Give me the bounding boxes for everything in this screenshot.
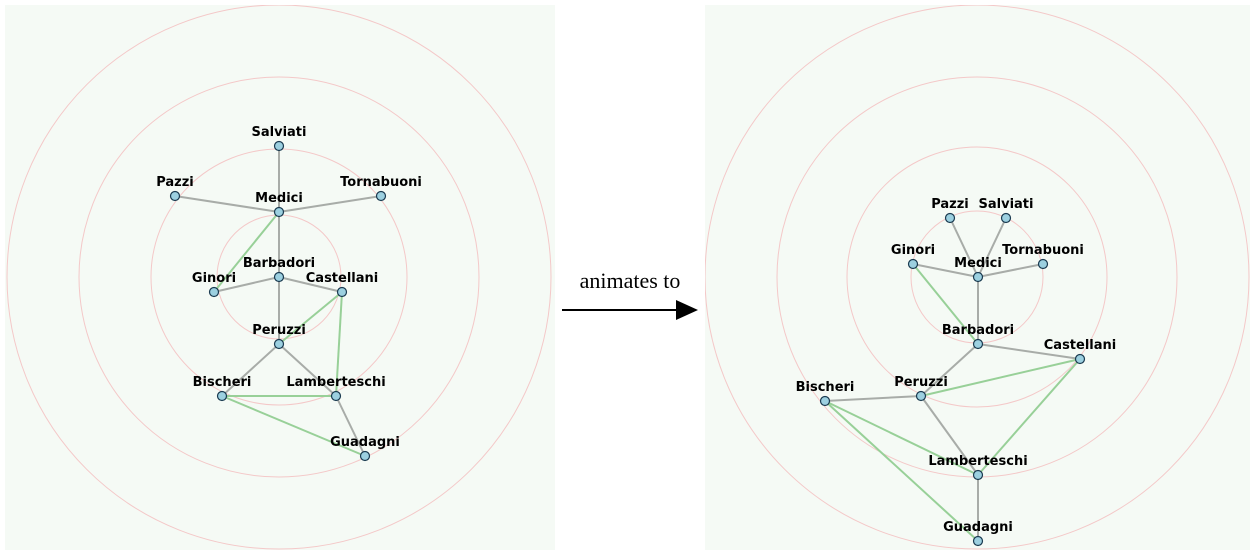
node — [972, 469, 984, 481]
node-label: Salviati — [252, 125, 307, 140]
node — [1037, 258, 1049, 270]
node — [330, 390, 342, 402]
node-label: Castellani — [1044, 338, 1116, 353]
edge — [213, 276, 280, 293]
edge — [912, 263, 979, 345]
edge — [824, 400, 979, 476]
edge — [824, 400, 979, 542]
node-label: Guadagni — [330, 435, 400, 450]
node-label: Tornabuoni — [340, 175, 422, 190]
node — [169, 190, 181, 202]
node — [273, 206, 285, 218]
node — [273, 271, 285, 283]
edge — [920, 395, 979, 476]
edge — [977, 343, 1081, 360]
node-label: Peruzzi — [894, 375, 948, 390]
edge — [977, 358, 1081, 476]
edge — [221, 343, 280, 397]
node-label: Tornabuoni — [1002, 243, 1084, 258]
edge — [221, 395, 366, 457]
node — [273, 338, 285, 350]
edge — [912, 263, 979, 278]
edge — [335, 395, 366, 457]
node-label: Castellani — [306, 271, 378, 286]
node-label: Medici — [255, 191, 303, 206]
node — [907, 258, 919, 270]
node-label: Pazzi — [931, 197, 969, 212]
edge — [278, 195, 382, 213]
node — [972, 535, 984, 547]
node — [273, 140, 285, 152]
node-label: Barbadori — [942, 323, 1014, 338]
node — [915, 390, 927, 402]
edge — [949, 217, 979, 278]
node-label: Lamberteschi — [286, 375, 385, 390]
node — [359, 450, 371, 462]
left-rings — [6, 5, 552, 550]
node — [375, 190, 387, 202]
edge — [977, 263, 1044, 278]
node-label: Ginori — [891, 243, 935, 258]
edge — [920, 358, 1081, 397]
caption: animates to — [580, 268, 681, 293]
edge — [213, 211, 280, 293]
edge — [920, 343, 979, 397]
edge — [278, 343, 337, 397]
node-label: Salviati — [979, 197, 1034, 212]
node — [972, 271, 984, 283]
node-label: Bischeri — [193, 375, 252, 390]
node-label: Guadagni — [943, 520, 1013, 535]
left-graph: Salviati Pazzi Tornabuoni Medici Barbadori Gi… — [156, 125, 422, 462]
node — [1074, 353, 1086, 365]
arrow — [562, 300, 698, 320]
node-label: Lamberteschi — [928, 454, 1027, 469]
node — [819, 395, 831, 407]
node-label: Ginori — [192, 271, 236, 286]
node-label: Pazzi — [156, 175, 194, 190]
node — [336, 286, 348, 298]
edge — [278, 291, 343, 345]
edge — [335, 291, 343, 397]
node-label: Bischeri — [796, 380, 855, 395]
edge — [824, 395, 922, 402]
node — [208, 286, 220, 298]
edge — [977, 217, 1007, 278]
node — [972, 338, 984, 350]
edge — [278, 276, 343, 293]
node-label: Barbadori — [243, 256, 315, 271]
node — [1000, 212, 1012, 224]
node-label: Medici — [954, 256, 1002, 271]
node — [216, 390, 228, 402]
node — [944, 212, 956, 224]
node-label: Peruzzi — [252, 323, 306, 338]
edge — [174, 195, 280, 213]
